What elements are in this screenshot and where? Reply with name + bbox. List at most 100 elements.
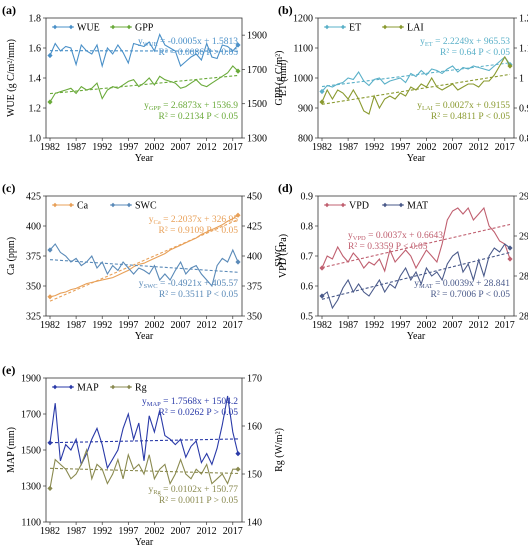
y-left-tick-label: 0.9 <box>301 192 314 203</box>
series-line <box>49 33 239 69</box>
y-right-tick-label: 160 <box>247 422 262 433</box>
trend-r2: R² = 0.0086 P > 0.05 <box>159 48 239 58</box>
panel-label: (e) <box>2 363 15 377</box>
trend-equation: yRg = 0.0102x + 150.77 <box>148 485 238 496</box>
y-right-tick-label: 1 <box>519 74 524 85</box>
x-tick-label: 1987 <box>66 320 86 331</box>
trend-line <box>49 74 239 95</box>
trend-equation: yCa = 2.2037x + 326.95 <box>149 215 238 226</box>
x-tick-label: 2017 <box>223 320 243 331</box>
legend-label: Rg <box>135 383 147 394</box>
trend-line <box>49 259 239 273</box>
legend-label: SWC <box>135 201 157 212</box>
x-tick-label: 2007 <box>171 320 191 331</box>
trend-r2: R² = 0.4811 P < 0.05 <box>431 112 510 122</box>
data-point-marker <box>507 63 513 69</box>
data-point-marker <box>507 245 513 251</box>
trend-line <box>49 438 239 444</box>
x-tick-label: 2002 <box>144 526 164 537</box>
x-tick-label: 2002 <box>144 142 164 153</box>
chart-panel-5: (e) 1100 1300 1500 1700 1900 140 150 160 170 1982 1… <box>2 363 285 548</box>
trend-r2: R² = 0.3511 P < 0.05 <box>159 290 238 300</box>
y-right-tick-label: 140 <box>247 518 262 529</box>
series-line <box>49 243 239 288</box>
data-point-marker <box>47 440 53 446</box>
x-tick-label: 1997 <box>118 320 138 331</box>
data-point-marker <box>319 265 325 271</box>
legend-entry-WUE: WUE <box>52 23 100 34</box>
trend-line <box>49 50 239 52</box>
x-tick-label: 2017 <box>495 320 515 331</box>
data-point-marker <box>235 259 241 265</box>
legend-label: GPP <box>135 23 154 34</box>
x-tick-label: 1987 <box>66 142 86 153</box>
legend-marker <box>382 202 388 208</box>
y-left-tick-label: 800 <box>298 134 313 145</box>
y-left-tick-label: 0.5 <box>301 312 314 323</box>
series-LAI <box>319 55 513 115</box>
legend-marker <box>68 24 74 30</box>
trend-equation: yET = 2.2249x + 965.53 <box>420 37 510 48</box>
y-left-tick-label: 0.6 <box>301 282 314 293</box>
legend-marker <box>68 202 74 208</box>
series-line <box>49 65 239 103</box>
trend-equation: yMAP = 1.7568x + 1504.2 <box>142 397 238 408</box>
chart-panel-2: (b) 800 900 1000 1100 1200 0.8 0.9 1 1.1 1.2 1982 19… <box>278 3 528 164</box>
y-left-axis-label: WUE (g C/m²/mm) <box>6 39 17 117</box>
legend-marker <box>398 24 404 30</box>
y-left-tick-label: 350 <box>26 282 41 293</box>
legend-marker <box>324 24 330 30</box>
y-left-axis-label: ET (mm) <box>278 60 289 97</box>
trend-r2: R² = 0.0262 P > 0.05 <box>159 408 239 418</box>
y-left-tick-label: 0.8 <box>301 222 314 233</box>
data-point-marker <box>47 247 53 253</box>
legend-marker <box>382 24 388 30</box>
trend-r2: R² = 0.9109 P < 0.05 <box>159 226 239 236</box>
data-point-marker <box>319 99 325 105</box>
x-tick-label: 1982 <box>40 142 60 153</box>
legend-marker <box>324 202 330 208</box>
y-right-axis-label: GPP (g C/m²) <box>274 51 285 106</box>
data-point-marker <box>47 294 53 300</box>
trend-annotation-MAP: yMAP = 1.7568x + 1504.2R² = 0.0262 P > 0… <box>142 397 238 418</box>
x-tick-label: 1982 <box>40 320 60 331</box>
y-left-tick-label: 425 <box>26 192 41 203</box>
x-tick-label: 1987 <box>338 320 358 331</box>
x-tick-label: 2007 <box>443 320 463 331</box>
y-right-tick-label: 1700 <box>247 65 267 76</box>
legend-marker <box>126 24 132 30</box>
y-right-tick-label: 1900 <box>247 31 267 42</box>
y-right-tick-label: 375 <box>247 282 262 293</box>
x-tick-label: 1992 <box>364 320 384 331</box>
data-point-marker <box>235 68 241 74</box>
x-tick-label: 1992 <box>364 142 384 153</box>
legend-marker <box>68 384 74 390</box>
x-tick-label: 1982 <box>312 142 332 153</box>
x-axis-label: Year <box>407 331 426 342</box>
data-point-marker <box>47 52 53 59</box>
x-tick-label: 1987 <box>66 526 86 537</box>
y-right-tick-label: 29.1 <box>519 192 528 203</box>
x-axis-label: Year <box>135 153 154 164</box>
trend-line <box>321 223 511 269</box>
y-left-tick-label: 375 <box>26 252 41 263</box>
y-left-tick-label: 400 <box>26 222 41 233</box>
y-left-tick-label: 325 <box>26 312 41 323</box>
trend-r2: R² = 0.2134 P < 0.05 <box>159 112 239 122</box>
x-tick-label: 1992 <box>92 526 112 537</box>
chart-panel-1: (a) 1.0 1.2 1.4 1.6 1.8 1300 1500 1700 1900 1982 19… <box>2 3 285 164</box>
y-right-axis-label: Rg (W/m²) <box>274 428 285 472</box>
trend-equation: yVPD = 0.0037x + 0.6643 <box>348 231 443 242</box>
y-right-tick-label: 1500 <box>247 99 267 110</box>
legend-marker <box>52 384 58 390</box>
x-tick-label: 2012 <box>197 320 217 331</box>
trend-annotation-GPP: yGPP = 2.6873x + 1536.9R² = 0.2134 P < 0… <box>144 101 238 122</box>
y-right-tick-label: 350 <box>247 312 262 323</box>
y-right-tick-label: 29.0 <box>519 232 528 243</box>
y-right-tick-label: 0.9 <box>519 104 528 115</box>
